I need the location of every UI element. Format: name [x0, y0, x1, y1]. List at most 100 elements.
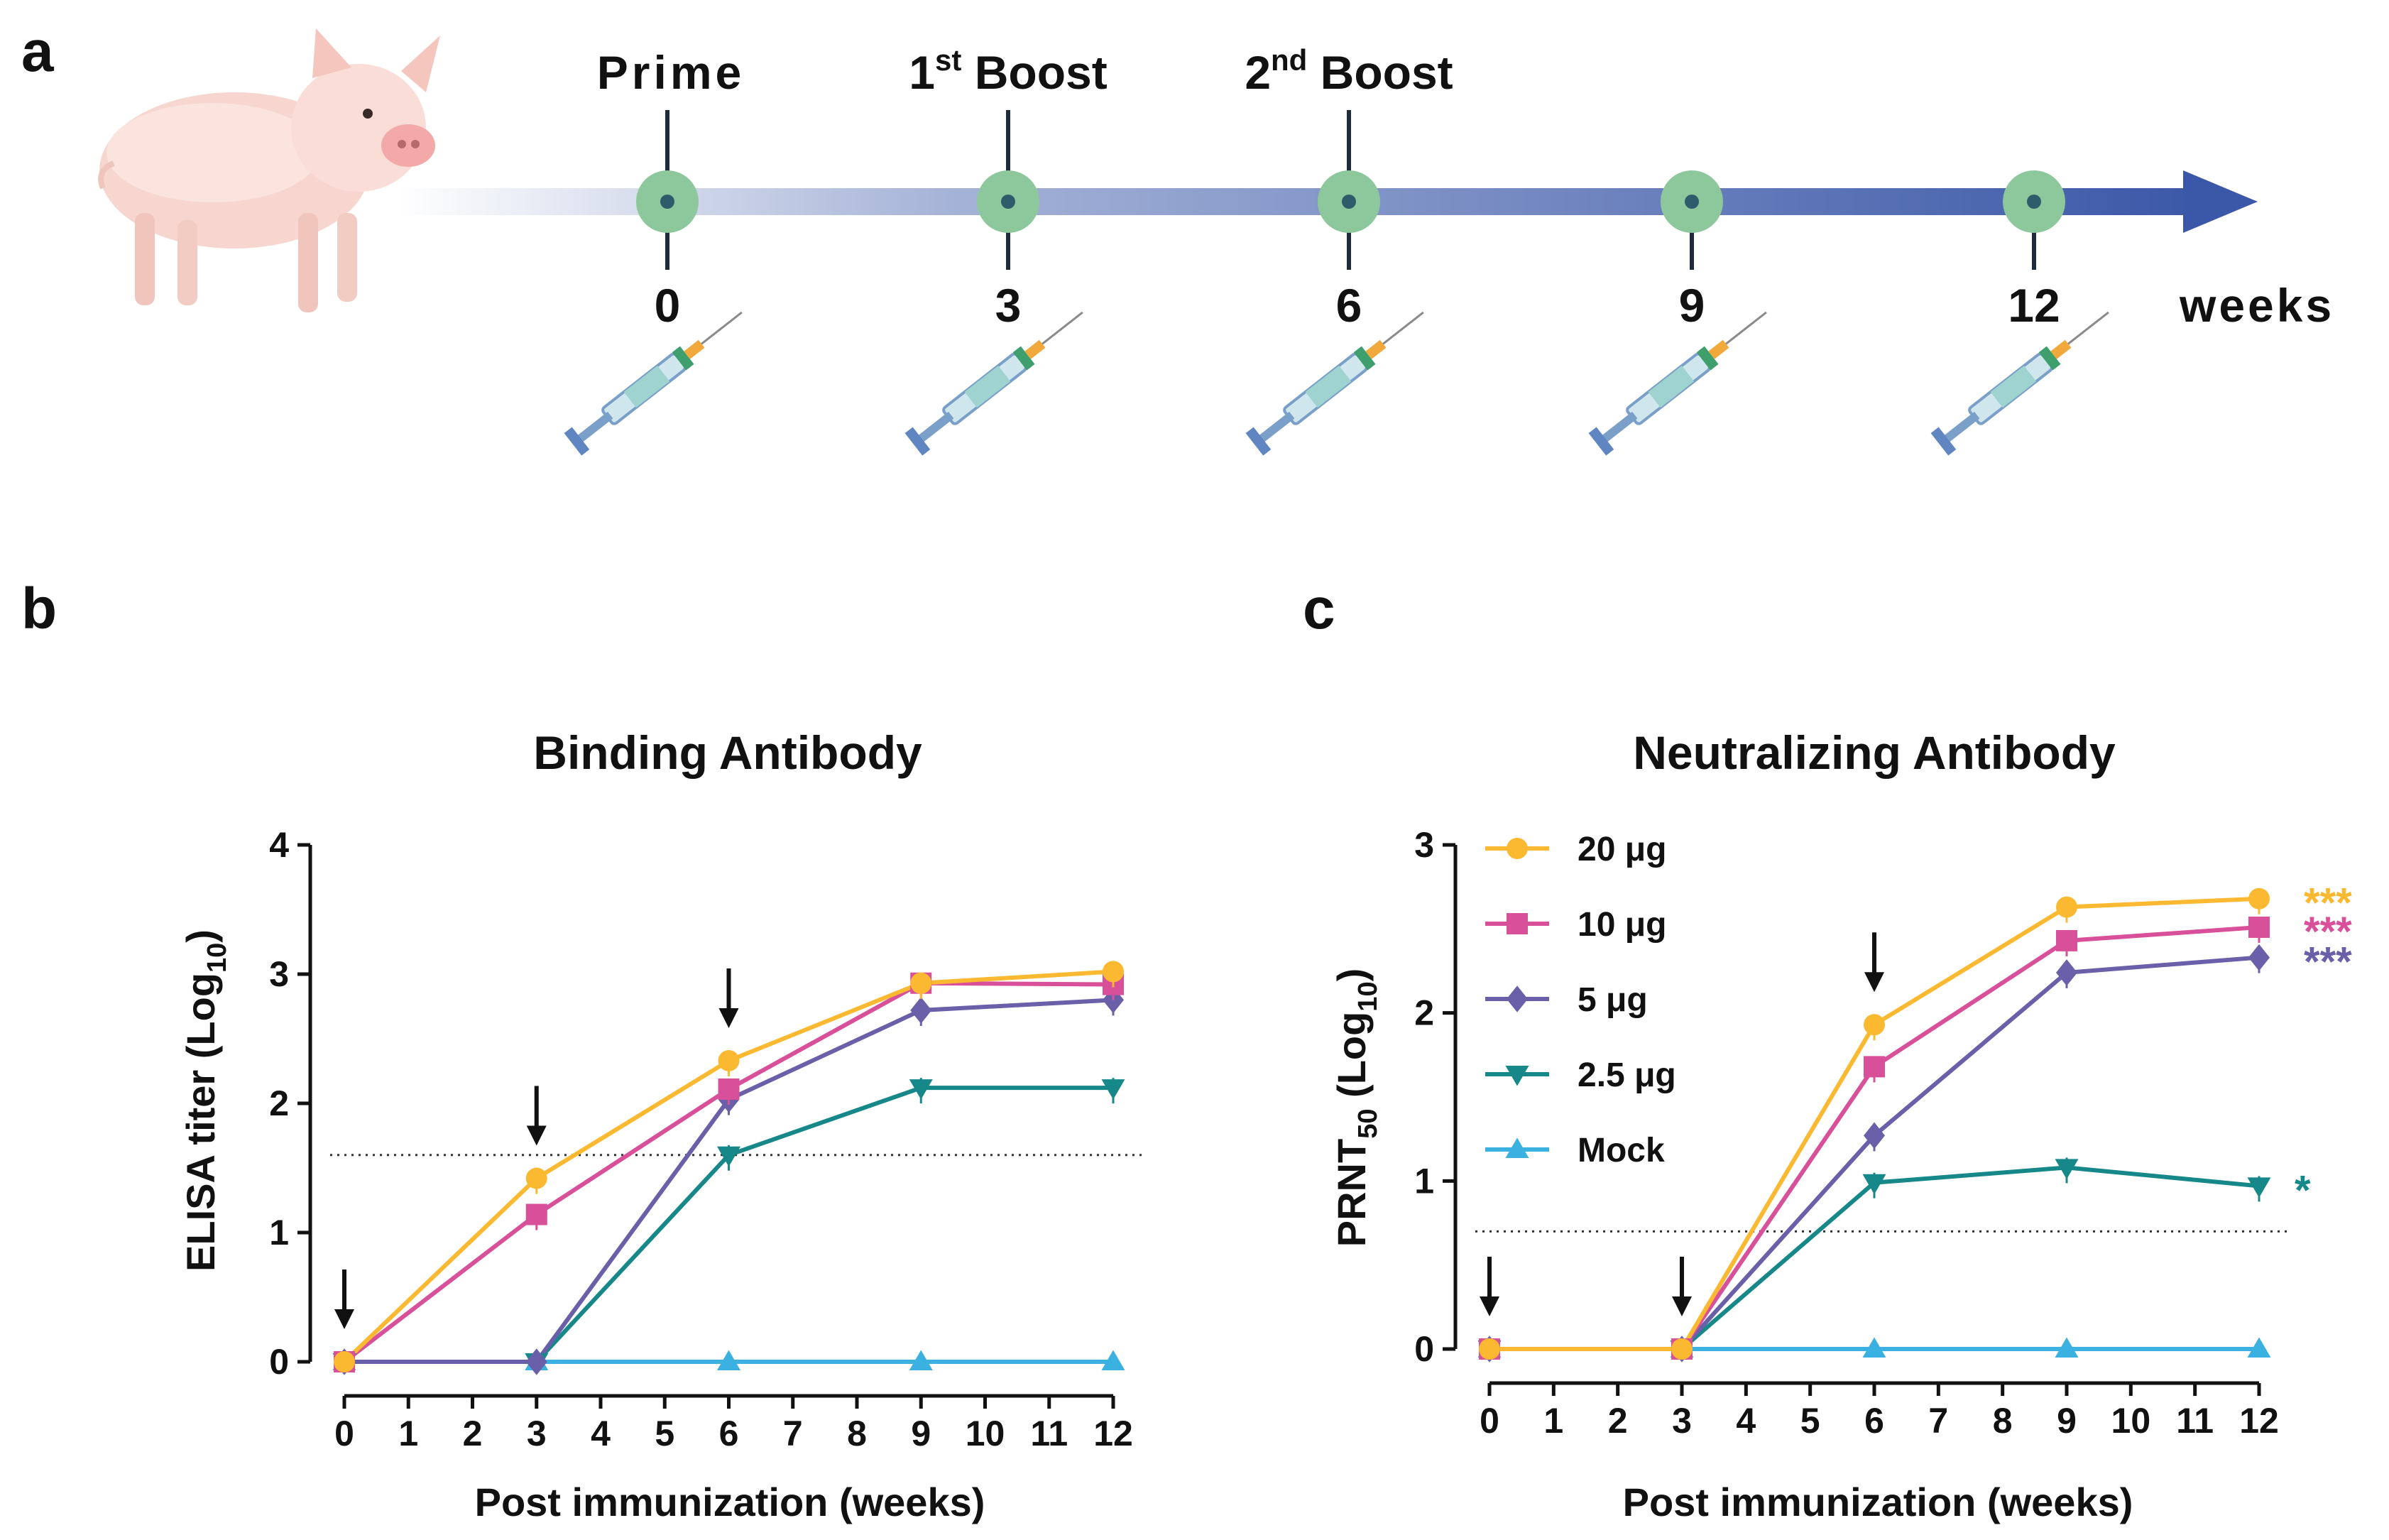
neutralizing-data-point [1864, 1014, 1885, 1036]
neutralizing-x-tick-label: 9 [2057, 1401, 2077, 1441]
panel-label-b: b [21, 577, 57, 641]
neutralizing-data-point [2248, 888, 2270, 910]
neutralizing-data-point [2247, 1177, 2271, 1198]
x-axis-label-neutralizing: Post immunization (weeks) [1623, 1480, 2133, 1524]
binding-injection-arrow [718, 968, 739, 1028]
binding-x-tick-label: 12 [1093, 1414, 1133, 1453]
significance-mark: *** [2304, 880, 2352, 927]
binding-x-tick-label: 0 [334, 1414, 354, 1453]
neutralizing-antibody-chart: Neutralizing Antibody PRNT50 (Log10) Pos… [1329, 726, 2352, 1524]
binding-series-line [344, 1086, 1113, 1364]
neutralizing-data-point [1864, 1056, 1885, 1078]
neutralizing-x-tick-label: 2 [1608, 1401, 1628, 1441]
binding-x-tick-label: 2 [463, 1414, 483, 1453]
neutralizing-y-tick-label: 2 [1414, 993, 1434, 1033]
week-label-3: 3 [995, 279, 1022, 332]
timeline-node-dot [1342, 195, 1356, 209]
neutralizing-data-point [2056, 929, 2077, 951]
neutralizing-x-tick-label: 1 [1543, 1401, 1563, 1441]
legend-marker [1507, 913, 1528, 934]
syringe-icon [1588, 311, 1767, 456]
weeks-unit-label: weeks [2179, 279, 2334, 332]
neutralizing-data-point [1479, 1338, 1500, 1360]
legend-item: 20 μg [1485, 831, 1666, 868]
syringe-icon [1245, 311, 1424, 456]
binding-x-tick-label: 4 [591, 1414, 611, 1453]
event-label-second-boost: 2nd Boost [1245, 43, 1453, 99]
syringe-icon [904, 311, 1083, 456]
neutralizing-injection-arrow [1480, 1257, 1499, 1316]
binding-data-point [910, 972, 932, 994]
timeline-arrowhead [2183, 170, 2258, 233]
week-label-0: 0 [655, 279, 681, 332]
significance-mark: *** [2304, 909, 2352, 955]
y-axis-label-neutralizing: PRNT50 (Log10) [1329, 968, 1383, 1247]
binding-data-point [525, 1167, 547, 1189]
binding-y-tick-label: 1 [269, 1213, 289, 1252]
neutralizing-x-tick-label: 6 [1864, 1401, 1884, 1441]
syringe-icon [1930, 311, 2109, 456]
binding-series-line [343, 981, 1114, 1364]
legend-label: 20 μg [1578, 831, 1666, 868]
timeline-node-dot [660, 195, 674, 209]
chart-title-binding: Binding Antibody [533, 726, 922, 779]
event-label-prime: Prime [597, 46, 745, 99]
binding-data-point [1101, 1079, 1125, 1100]
binding-data-point [718, 1078, 740, 1100]
legend-marker [1505, 1137, 1529, 1158]
week-label-12: 12 [2008, 279, 2060, 332]
timeline-node-dot [1685, 195, 1699, 209]
legend-item: 10 μg [1485, 906, 1666, 944]
binding-data-point [717, 1146, 740, 1167]
binding-data-point [717, 1350, 740, 1370]
binding-x-tick-label: 7 [783, 1414, 803, 1453]
neutralizing-data-point [2248, 944, 2270, 971]
neutralizing-x-tick-label: 11 [2176, 1401, 2214, 1441]
timeline-node-dot [2027, 195, 2041, 209]
week-label-6: 6 [1336, 279, 1362, 332]
legend-marker [1507, 985, 1528, 1012]
binding-data-point [334, 1351, 355, 1372]
legend-label: 10 μg [1578, 906, 1666, 944]
binding-data-point [910, 997, 932, 1024]
neutralizing-data-point [1862, 1174, 1886, 1195]
binding-data-point [525, 1203, 547, 1225]
panel-label-c: c [1303, 577, 1335, 641]
binding-data-point [909, 1079, 933, 1100]
legend-label: Mock [1578, 1132, 1665, 1169]
neutralizing-x-tick-label: 4 [1736, 1401, 1756, 1441]
legend-label: 2.5 μg [1578, 1056, 1676, 1094]
neutralizing-x-tick-label: 5 [1800, 1401, 1820, 1441]
binding-x-tick-label: 6 [719, 1414, 739, 1453]
neutralizing-data-point [2055, 1159, 2079, 1179]
x-axis-label-binding: Post immunization (weeks) [475, 1480, 985, 1524]
neutralizing-x-tick-label: 3 [1672, 1401, 1692, 1441]
binding-x-tick-label: 9 [911, 1414, 931, 1453]
legend-label: 5 μg [1578, 981, 1648, 1019]
binding-data-point [1103, 961, 1124, 983]
neutralizing-data-point [1862, 1337, 1886, 1358]
neutralizing-data-point [2056, 959, 2077, 986]
binding-y-tick-label: 3 [269, 954, 289, 994]
neutralizing-x-tick-label: 7 [1928, 1401, 1948, 1441]
binding-data-point [909, 1350, 933, 1370]
neutralizing-injection-arrow [1672, 1257, 1692, 1316]
binding-y-tick-label: 4 [269, 825, 289, 865]
chart-title-neutralizing: Neutralizing Antibody [1633, 726, 2116, 779]
legend-item: 5 μg [1485, 981, 1648, 1019]
neutralizing-data-point [2248, 916, 2270, 938]
legend-item: 2.5 μg [1485, 1056, 1676, 1094]
neutralizing-injection-arrow [1864, 932, 1884, 993]
week-label-9: 9 [1679, 279, 1705, 332]
neutralizing-data-point [2247, 1337, 2271, 1358]
significance-mark: *** [2304, 939, 2352, 985]
binding-x-tick-label: 3 [527, 1414, 547, 1453]
legend-marker [1505, 1066, 1529, 1086]
neutralizing-x-tick-label: 0 [1480, 1401, 1499, 1441]
binding-data-point [718, 1049, 740, 1071]
pig-illustration [98, 28, 440, 312]
legend-marker [1507, 838, 1528, 859]
binding-x-tick-label: 10 [966, 1414, 1005, 1453]
y-axis-label-binding: ELISA titer (Log10) [178, 929, 232, 1272]
binding-x-tick-label: 5 [655, 1414, 674, 1453]
